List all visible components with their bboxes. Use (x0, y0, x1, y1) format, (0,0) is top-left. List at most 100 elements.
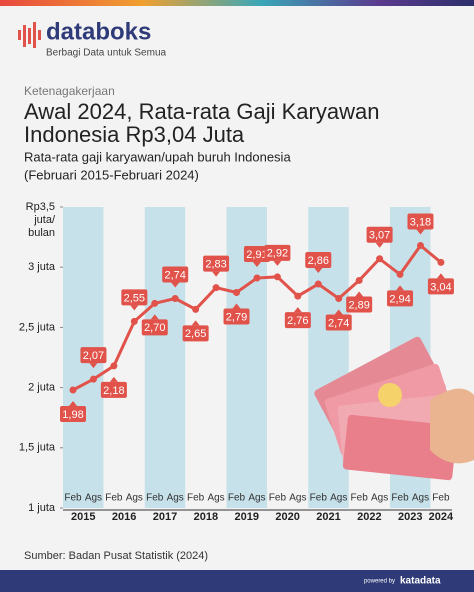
data-point (294, 292, 302, 300)
x-tick-label: Feb (146, 493, 164, 504)
logo-icon (18, 22, 41, 48)
category: Ketenagakerjaan (24, 84, 115, 98)
money-illustration (314, 336, 474, 481)
subtitle-line: (Februari 2015-Februari 2024) (24, 167, 199, 182)
label-pointer (355, 291, 364, 297)
label-box (100, 381, 127, 398)
label-box (346, 296, 373, 313)
data-point (171, 295, 179, 303)
data-label: 2,74 (328, 317, 349, 329)
label-pointer (171, 282, 180, 288)
x-tick-label: Ags (371, 493, 388, 504)
year-label: 2021 (316, 511, 340, 523)
x-tick-label: Feb (228, 493, 246, 504)
data-point (151, 299, 159, 307)
label-pointer (69, 401, 77, 407)
label-box (427, 278, 454, 295)
data-point (416, 242, 424, 250)
label-box (203, 255, 230, 272)
label-pointer (273, 260, 282, 266)
data-point (253, 274, 261, 282)
y-tick-label: 2 juta (28, 382, 56, 394)
x-tick-label: Ags (126, 493, 143, 504)
year-label: 2022 (357, 511, 381, 523)
year-label: 2018 (194, 511, 218, 523)
label-box (80, 347, 107, 364)
label-pointer (150, 314, 159, 320)
x-tick-label: Ags (85, 493, 102, 504)
data-point (89, 375, 97, 383)
data-label: 2,76 (287, 315, 308, 327)
label-box (243, 246, 270, 263)
title-line: Indonesia Rp3,04 Juta (24, 122, 245, 147)
label-pointer (252, 262, 261, 268)
x-tick-label: Feb (432, 493, 450, 504)
data-label: 2,07 (83, 350, 104, 362)
label-box (284, 312, 311, 329)
label-box (223, 308, 250, 325)
brand: databoks (46, 18, 151, 45)
data-point (130, 317, 138, 325)
label-box (325, 314, 352, 331)
x-tick-label: Ags (207, 493, 224, 504)
x-tick-label: Ags (330, 493, 347, 504)
data-point (396, 270, 404, 278)
data-label: 2,94 (389, 293, 410, 305)
year-label: 2020 (275, 511, 299, 523)
data-point (110, 362, 118, 370)
data-point (437, 258, 445, 266)
y-tick-label: 3 juta (28, 261, 56, 273)
x-tick-label: Feb (351, 493, 369, 504)
x-tick-label: Feb (310, 493, 328, 504)
label-pointer (191, 320, 200, 326)
label-pointer (212, 271, 221, 277)
x-tick-label: Feb (269, 493, 287, 504)
title-line: Awal 2024, Rata-rata Gaji Karyawan (24, 99, 379, 124)
label-box (264, 244, 291, 261)
data-point (273, 273, 281, 281)
powered-by: powered by (364, 579, 395, 585)
label-pointer (293, 307, 302, 313)
data-label: 2,65 (185, 328, 206, 340)
year-label: 2016 (112, 511, 136, 523)
label-pointer (314, 268, 323, 274)
label-box (121, 289, 148, 306)
label-box (60, 406, 86, 423)
source: Sumber: Badan Pusat Statistik (2024) (24, 550, 208, 562)
tagline: Berbagi Data untuk Semua (46, 48, 167, 59)
data-label: 2,83 (205, 259, 226, 271)
label-pointer (109, 376, 118, 382)
data-label: 2,89 (348, 299, 369, 311)
data-point (69, 386, 77, 394)
label-pointer (375, 242, 384, 248)
year-label: 2015 (71, 511, 95, 523)
x-tick-label: Feb (105, 493, 123, 504)
data-label: 2,92 (267, 248, 288, 260)
year-label: 2024 (429, 511, 454, 523)
data-label: 3,07 (369, 230, 390, 242)
y-tick-label: 1 juta (28, 502, 56, 514)
data-label: 3,18 (410, 216, 431, 228)
data-point (355, 276, 363, 284)
year-label: 2019 (234, 511, 258, 523)
data-point (376, 255, 384, 263)
label-pointer (396, 285, 405, 291)
subtitle-line: Rata-rata gaji karyawan/upah buruh Indon… (24, 149, 291, 164)
x-tick-label: Ags (167, 493, 184, 504)
data-label: 2,86 (308, 255, 329, 267)
y-tick-label: Rp3,5 juta/bulan (26, 201, 56, 239)
x-tick-label: Ags (412, 493, 429, 504)
data-label: 1,98 (62, 409, 83, 421)
label-box (407, 213, 434, 230)
x-tick-label: Feb (391, 493, 409, 504)
year-label: 2017 (153, 511, 177, 523)
label-box (182, 325, 209, 342)
data-point (314, 280, 322, 288)
label-pointer (130, 305, 139, 311)
footer-bar (0, 570, 474, 592)
label-box (387, 290, 414, 307)
data-point (233, 288, 241, 296)
y-tick-label: 2,5 juta (19, 321, 56, 333)
data-label: 2,79 (226, 311, 247, 323)
footer-logo: katadata (400, 576, 441, 587)
